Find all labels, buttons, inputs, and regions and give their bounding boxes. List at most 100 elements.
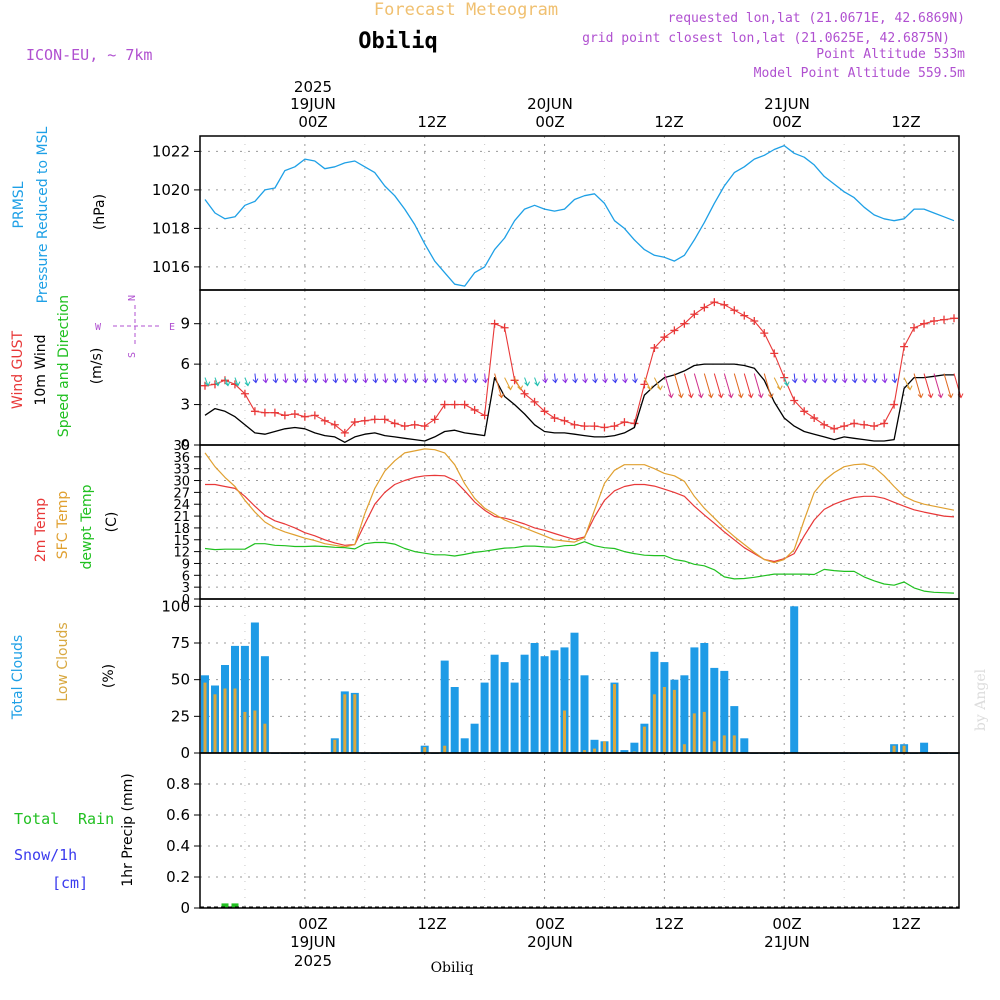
gust-marker xyxy=(670,326,679,335)
total-cloud-bar xyxy=(460,738,469,753)
total-cloud-bar xyxy=(680,675,689,753)
gust-marker xyxy=(310,411,319,420)
total-cloud-bar xyxy=(790,606,799,753)
temp-ytick-label: 6 xyxy=(182,569,190,584)
total-cloud-bar xyxy=(690,647,699,753)
low-cloud-bar xyxy=(243,711,247,753)
wind-direction-arrow xyxy=(871,373,878,384)
gust-marker xyxy=(920,319,929,328)
wind-direction-arrow xyxy=(582,373,588,384)
gust-marker xyxy=(240,389,249,398)
gust-marker xyxy=(530,397,539,406)
wind-frame xyxy=(199,289,960,446)
gust-marker xyxy=(360,416,369,425)
bottom-hour-label-2: 12Z xyxy=(417,915,446,933)
total-cloud-bar xyxy=(240,645,249,753)
bottom-hour-label-4: 12Z xyxy=(654,915,683,933)
wind-direction-arrow xyxy=(861,373,868,384)
wind-direction-arrow xyxy=(412,373,419,384)
gust-marker xyxy=(610,422,619,431)
wind-direction-arrow xyxy=(693,373,704,399)
clouds-ytick-label: 50 xyxy=(171,671,190,689)
wind-direction-arrow xyxy=(663,373,674,399)
wind-direction-arrow xyxy=(272,373,279,384)
compass-w-label: W xyxy=(95,322,102,333)
wind-direction-arrow xyxy=(442,373,449,384)
wind-direction-arrow xyxy=(204,377,211,387)
point-altitude: Point Altitude 533m xyxy=(816,47,965,62)
total-cloud-bar xyxy=(700,643,709,753)
wind-direction-arrow xyxy=(472,373,479,384)
wind-direction-arrow xyxy=(643,377,653,391)
wind-direction-arrow xyxy=(534,377,541,387)
gust-marker xyxy=(940,315,949,324)
gust-marker xyxy=(890,400,899,409)
wind-direction-arrow xyxy=(392,373,399,384)
wind-direction-arrow xyxy=(402,373,409,384)
precip-ytick-label: 0 xyxy=(180,899,190,917)
gust-marker xyxy=(450,400,459,409)
wind-direction-arrow xyxy=(592,373,598,384)
total-cloud-bar xyxy=(740,738,749,753)
gust-marker xyxy=(490,319,499,328)
gust-marker xyxy=(560,416,569,425)
gust-marker xyxy=(650,343,659,352)
bottom-hour-label-5: 00Z xyxy=(772,915,801,933)
temp-ytick-label: 0 xyxy=(182,593,190,608)
low-cloud-bar xyxy=(213,694,217,753)
location-title: Obiliq xyxy=(358,29,437,54)
wind-direction-arrow xyxy=(432,373,439,384)
low-cloud-bar xyxy=(722,735,726,753)
total-cloud-bar xyxy=(510,682,519,753)
wind-direction-arrow xyxy=(312,373,319,384)
bottom-date-label-1: 19JUN xyxy=(290,933,336,951)
gust-marker xyxy=(500,323,509,332)
requested-coords: requested lon,lat (21.0671E, 42.6869N) xyxy=(668,11,965,26)
wind-direction-arrow xyxy=(783,377,790,387)
wind-direction-arrow xyxy=(234,377,241,387)
low-cloud-bar xyxy=(203,682,207,753)
wind-direction-arrow xyxy=(773,377,783,391)
low-cloud-bar xyxy=(702,711,706,753)
precip-ytick-label: 0.6 xyxy=(166,806,190,824)
gust-marker xyxy=(930,317,939,325)
total-clouds-label: Total Clouds xyxy=(10,635,26,720)
pressure-line xyxy=(204,144,955,287)
gust-marker xyxy=(570,420,579,429)
gust-marker xyxy=(860,420,869,429)
wind-direction-arrow xyxy=(382,373,389,384)
prmsl-desc-label: Pressure Reduced to MSL xyxy=(35,126,51,303)
bottom-date-label-3: 21JUN xyxy=(764,933,810,951)
wind-direction-arrow xyxy=(733,373,744,399)
gust-marker xyxy=(540,407,549,416)
compass-n-label: N xyxy=(127,295,138,301)
top-year-label: 2025 xyxy=(294,78,332,96)
gust-marker xyxy=(440,400,449,409)
gust-marker xyxy=(590,422,599,431)
wind-direction-arrow xyxy=(282,373,289,384)
gust-marker xyxy=(760,329,769,338)
total-cloud-bar xyxy=(590,739,599,753)
total-cloud-bar xyxy=(920,742,929,753)
total-cloud-bar xyxy=(500,662,509,753)
wind-direction-arrow xyxy=(252,373,259,384)
top-date-label-1: 19JUN xyxy=(290,95,336,113)
top-hour-label-6: 12Z xyxy=(891,113,920,131)
temp-ytick-label: 27 xyxy=(173,486,190,501)
gust-line xyxy=(204,301,955,434)
gust-marker xyxy=(300,412,309,421)
snow-unit-label: [cm] xyxy=(52,874,88,892)
wind-direction-arrow xyxy=(482,373,489,384)
wind-direction-arrow xyxy=(542,373,548,384)
wind-direction-arrow xyxy=(622,373,628,384)
top-hour-label-1: 00Z xyxy=(298,113,327,131)
gust-marker xyxy=(750,317,759,325)
rain-bar xyxy=(231,903,239,908)
wind-direction-arrow xyxy=(224,377,231,387)
watermark: by Angel xyxy=(973,668,989,731)
total-cloud-bar xyxy=(530,643,539,753)
wind-direction-arrow xyxy=(372,373,379,384)
total-rain-label-b: Rain xyxy=(78,810,114,828)
wind-ytick-label: 0 xyxy=(180,436,190,454)
clouds-ytick-label: 100 xyxy=(161,597,190,615)
